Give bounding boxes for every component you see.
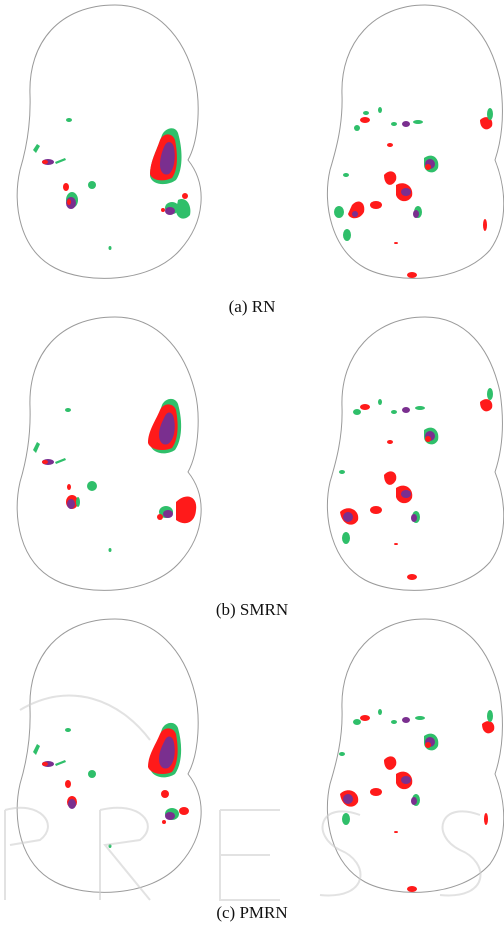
brain-mask-pair-image [16, 4, 504, 279]
figure-panel-b [0, 312, 504, 612]
brain-mask-pair-image [16, 618, 504, 893]
figure-panel-a [0, 0, 504, 300]
caption-c: (c) PMRN [216, 903, 288, 922]
caption-a: (a) RN [228, 297, 276, 316]
caption-b: (b) SMRN [215, 600, 289, 619]
brain-mask-pair-image [16, 316, 504, 591]
figure-panel-c [0, 614, 504, 914]
